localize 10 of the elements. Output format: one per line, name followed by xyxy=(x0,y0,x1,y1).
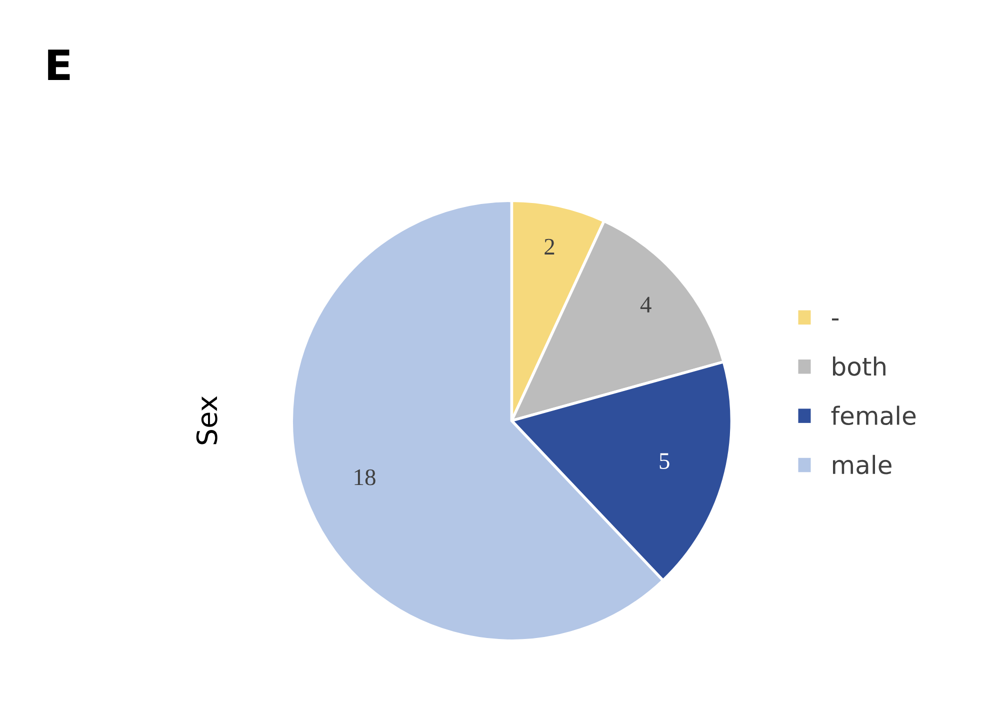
legend-label: - xyxy=(832,318,839,320)
legend-label: both xyxy=(833,356,886,376)
data-label: 5 xyxy=(660,453,670,469)
legend-label: female xyxy=(831,406,916,426)
legend-label: male xyxy=(833,454,892,474)
data-label: 2 xyxy=(544,238,554,254)
chart-title: E xyxy=(48,50,70,80)
data-label: 4 xyxy=(640,296,652,312)
text: Sex xyxy=(196,396,218,444)
data-label: 18 xyxy=(354,469,376,486)
